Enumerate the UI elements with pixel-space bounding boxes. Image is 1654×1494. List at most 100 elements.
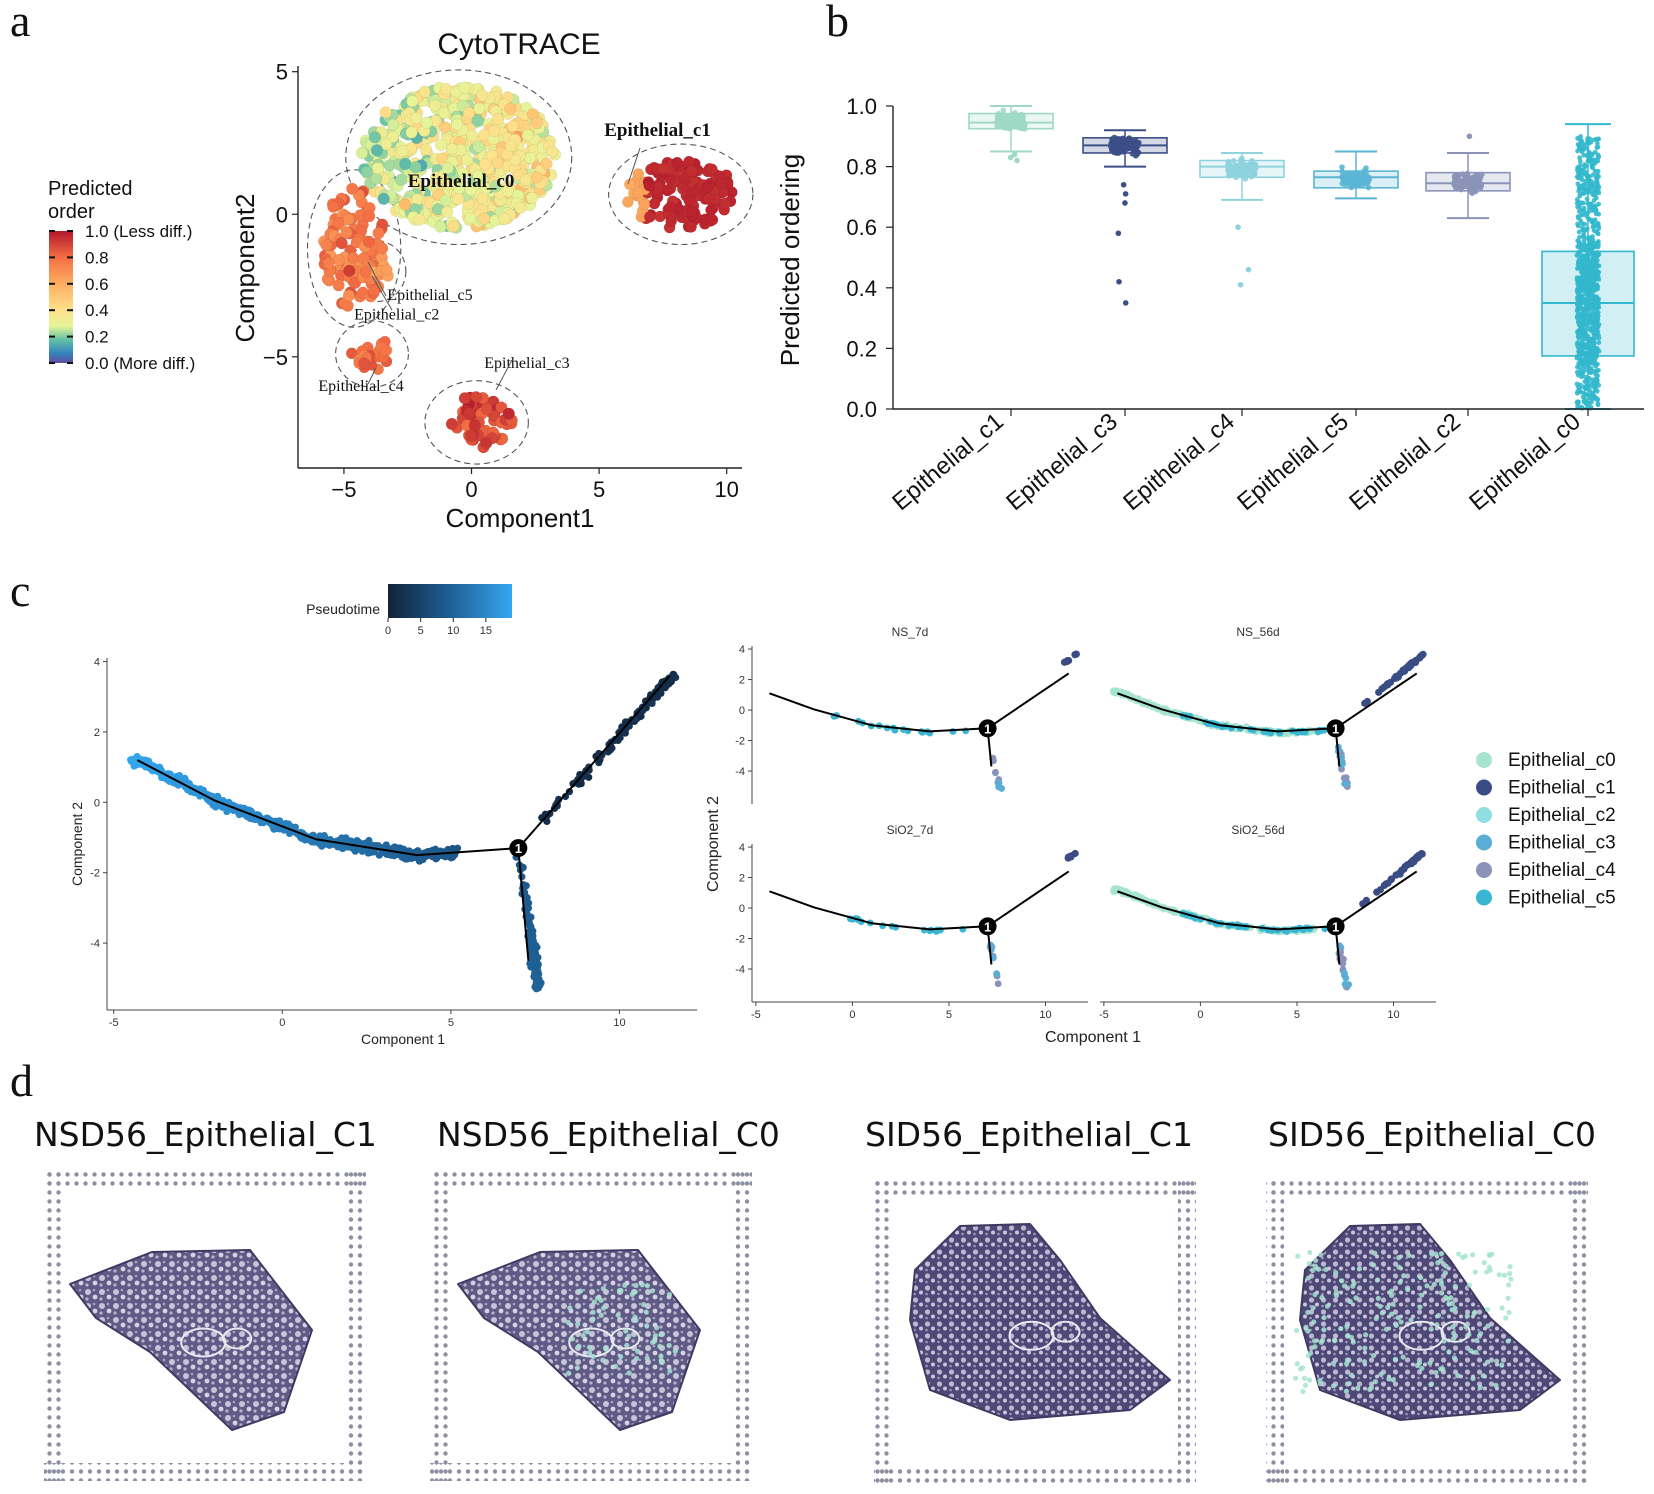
facet-sio2_56d: SiO2_56d-5 0 5 101 — [1099, 823, 1436, 1021]
cell-point — [341, 299, 354, 312]
cell-point — [447, 220, 460, 233]
data-point — [1592, 223, 1598, 229]
cell-point — [360, 165, 373, 178]
c0-spot — [1386, 1376, 1392, 1382]
c0-spot — [1406, 1252, 1412, 1258]
data-point — [1582, 379, 1588, 384]
c0-spot — [1295, 1253, 1301, 1259]
data-point — [1594, 145, 1600, 150]
c0-spot — [1333, 1289, 1340, 1295]
panel-c-right-y-label: Component 2 — [705, 796, 722, 892]
cell-point — [1341, 971, 1348, 979]
spot-border-right — [1570, 1180, 1588, 1486]
c0-spot — [1383, 1326, 1390, 1332]
c0-spot — [1466, 1282, 1472, 1288]
cell-point — [648, 197, 661, 210]
cell-point — [643, 179, 656, 192]
x-tick-label: Epithelial_c4 — [1118, 408, 1240, 516]
data-point — [1575, 384, 1581, 390]
cell-point — [1071, 651, 1079, 659]
cell-point — [994, 980, 1002, 988]
c0-spot — [666, 1291, 673, 1297]
spot-border-bottom — [1266, 1468, 1588, 1486]
cell-point — [492, 113, 505, 126]
x-tick-label: −5 — [331, 477, 356, 502]
spatial-image-3 — [874, 1180, 1196, 1486]
y-tick-label: 0 — [276, 202, 288, 227]
y-tick-label: 2 — [739, 675, 745, 687]
x-tick-label: -5 — [109, 1017, 119, 1029]
cell-point — [363, 210, 376, 223]
c0-spot — [1450, 1324, 1456, 1330]
data-point — [1577, 388, 1583, 394]
c0-spot — [641, 1302, 647, 1308]
c0-spot — [580, 1332, 586, 1339]
cell-point — [380, 264, 393, 276]
c0-spot — [1419, 1292, 1425, 1298]
c0-spot — [1419, 1365, 1425, 1371]
c0-spot — [1443, 1294, 1449, 1301]
c0-spot — [1452, 1283, 1458, 1289]
outlier-point — [1014, 157, 1020, 164]
cell-point — [405, 126, 418, 139]
c0-spot — [1397, 1279, 1403, 1285]
c0-spot — [1487, 1267, 1493, 1273]
data-point — [1580, 200, 1586, 206]
c0-spot — [1462, 1253, 1468, 1259]
trajectory-points — [127, 670, 680, 993]
legend-label: Epithelial_c2 — [1508, 805, 1616, 826]
c0-spot — [1506, 1270, 1513, 1277]
cell-point — [368, 131, 382, 144]
cell-point — [1418, 651, 1426, 659]
y-tick-label: 4 — [94, 657, 100, 669]
cell-point — [546, 145, 559, 158]
panel-b: 1.00.80.60.40.20.0 Predicted ordering Ep… — [775, 94, 1644, 516]
c0-spot — [1339, 1278, 1345, 1284]
y-tick-label: 2 — [94, 727, 100, 739]
c0-spot — [1434, 1322, 1440, 1328]
c0-spot — [1494, 1358, 1500, 1364]
data-point — [1578, 138, 1584, 144]
c0-spot — [574, 1365, 580, 1371]
legend-swatch — [1476, 779, 1492, 796]
cell-point — [340, 226, 353, 239]
cell-point — [342, 289, 355, 302]
cell-point — [480, 402, 493, 415]
c0-spot — [1400, 1354, 1406, 1360]
c0-spot — [595, 1295, 601, 1301]
cell-point — [476, 192, 489, 205]
facet-points — [1110, 849, 1426, 991]
c0-spot — [658, 1353, 664, 1359]
cell-point — [715, 178, 728, 190]
data-point — [1582, 182, 1588, 187]
y-tick-label: −5 — [263, 345, 288, 370]
spot-border-bottom — [874, 1468, 1196, 1486]
c0-spot — [1346, 1380, 1352, 1387]
data-point — [1591, 219, 1597, 224]
c0-spot — [1373, 1315, 1379, 1322]
c0-spot — [1428, 1381, 1434, 1388]
cell-point — [476, 89, 489, 102]
c0-spot — [618, 1354, 624, 1360]
panel-a-x-label: Component1 — [446, 503, 595, 533]
c0-spot — [633, 1317, 639, 1323]
c0-spot — [1506, 1309, 1512, 1316]
c0-spot — [1353, 1295, 1359, 1301]
c0-spot — [1438, 1366, 1444, 1372]
cell-point — [420, 116, 433, 129]
c0-spot — [635, 1348, 641, 1354]
c0-spot — [1312, 1291, 1318, 1298]
cell-point — [471, 114, 484, 127]
cluster-outline-epithelial-c0 — [345, 69, 573, 246]
facet-points — [846, 849, 1079, 988]
cell-point — [528, 944, 536, 952]
cell-point — [332, 216, 345, 229]
c0-spot — [1398, 1319, 1404, 1325]
cell-point — [437, 106, 450, 119]
c0-spot — [1477, 1330, 1484, 1337]
pseudotime-colorbar-ticks: 0 5 10 15 — [385, 618, 492, 637]
legend-swatch — [1476, 834, 1492, 851]
cell-point — [992, 768, 999, 776]
y-tick-label: 0.6 — [846, 215, 877, 240]
